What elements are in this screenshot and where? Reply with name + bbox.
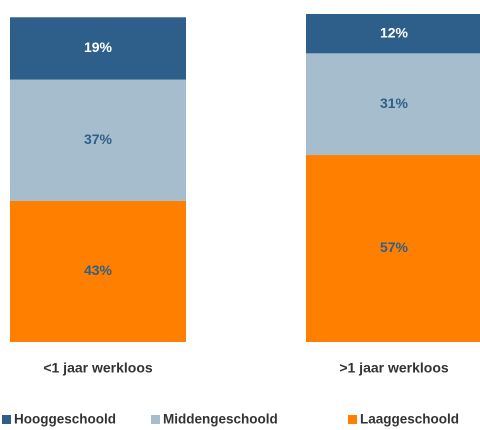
data-label: 19% — [84, 39, 113, 55]
data-label: 43% — [84, 262, 113, 278]
x-tick-label: >1 jaar werkloos — [339, 360, 449, 376]
data-label: 37% — [84, 131, 113, 147]
legend-label: Hooggeschoold — [14, 412, 116, 427]
data-label: 12% — [380, 24, 409, 40]
bar-segment — [306, 14, 480, 54]
bar-segment — [10, 79, 186, 201]
bar-segment — [306, 155, 480, 342]
bar-segment — [306, 53, 480, 156]
legend-swatch — [2, 415, 11, 424]
x-tick-label: <1 jaar werkloos — [43, 360, 153, 376]
legend-swatch — [151, 415, 160, 424]
bar-segment — [10, 17, 186, 80]
legend-label: Laaggeschoold — [360, 412, 459, 427]
data-label: 31% — [380, 95, 409, 111]
data-label: 57% — [380, 239, 409, 255]
legend-swatch — [348, 415, 357, 424]
bar-segment — [10, 200, 186, 342]
legend-label: Middengeschoold — [163, 412, 278, 427]
